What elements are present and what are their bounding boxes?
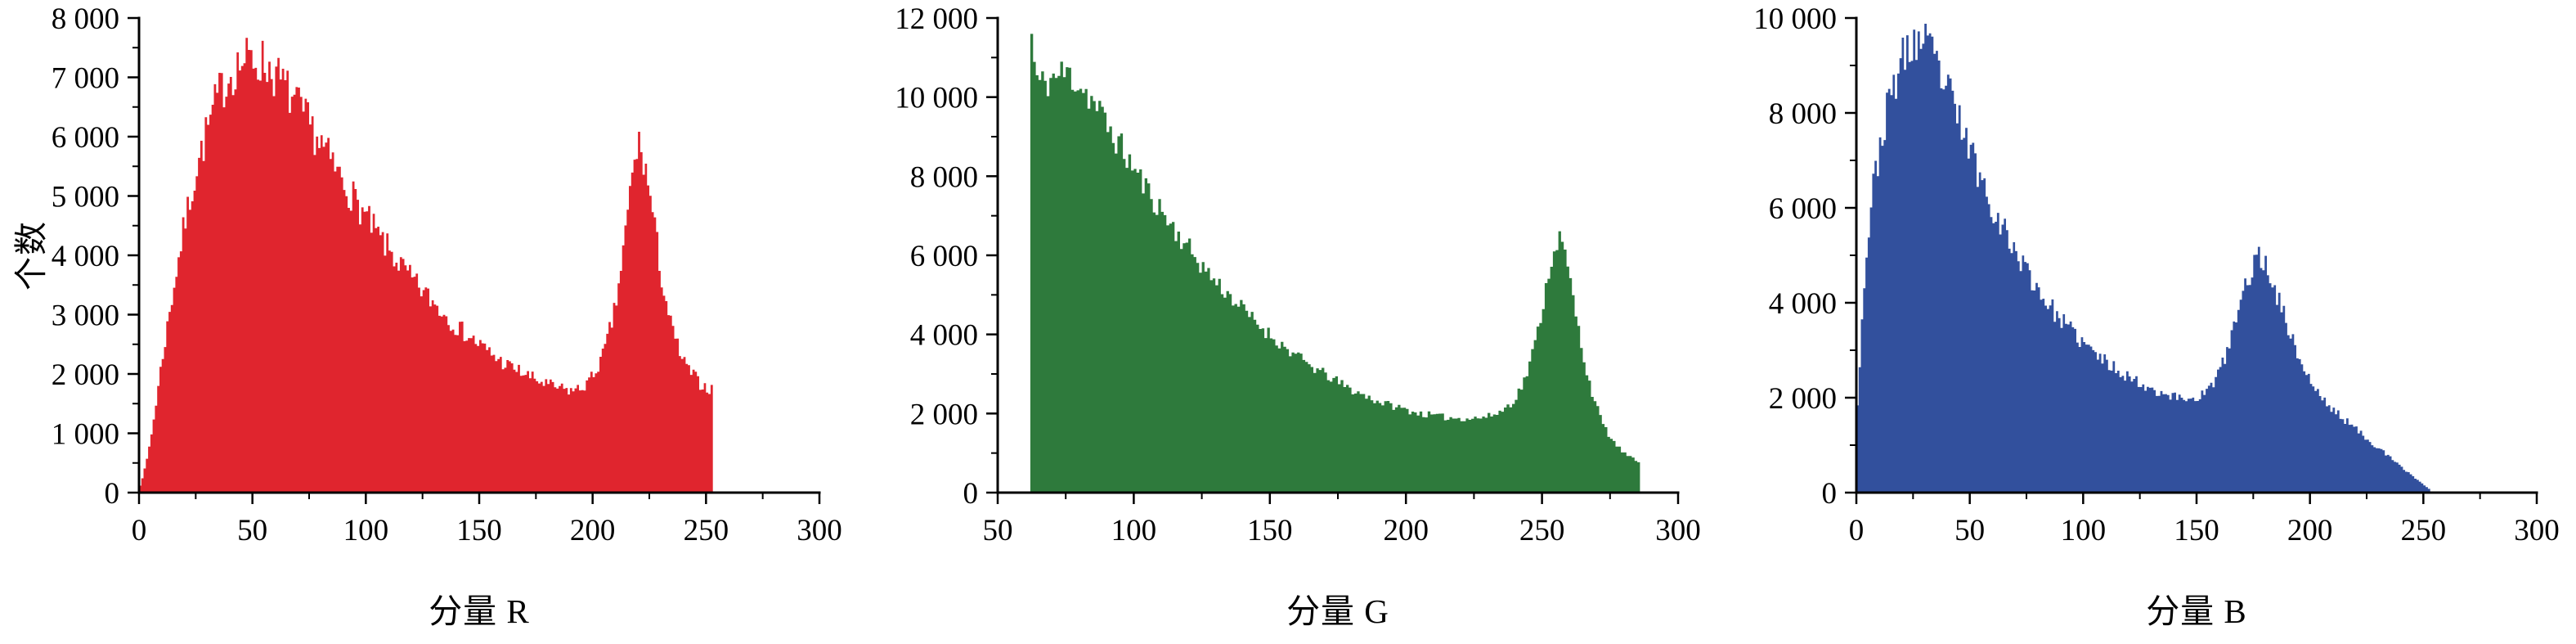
- x-axis-title-green: 分量 G: [1286, 592, 1389, 630]
- x-tick-label: 300: [1655, 514, 1701, 547]
- y-tick-label: 4 000: [910, 319, 978, 353]
- y-tick-label: 5 000: [52, 181, 119, 214]
- x-tick-label: 100: [1111, 514, 1157, 547]
- histogram-plot-red: 0 50 100 150 200 250 300 0 1 000 2 000 3 000 4 000 5…: [0, 0, 859, 644]
- y-tick-label: 1 000: [52, 418, 119, 452]
- y-tick-label: 6 000: [1769, 192, 1837, 226]
- x-tick-label: 50: [237, 514, 267, 547]
- x-tick-label: 300: [797, 514, 842, 547]
- y-tick-label: 4 000: [1769, 287, 1837, 321]
- histogram-plot-blue: 0 50 100 150 200 250 300 0 2 000 4 000 6 000 8 000 1…: [1717, 0, 2576, 644]
- histogram-panel-red: 0 50 100 150 200 250 300 0 1 000 2 000 3 000 4 000 5…: [0, 0, 859, 644]
- y-tick-label: 6 000: [910, 240, 978, 273]
- x-tick-label: 250: [684, 514, 729, 547]
- y-tick-label: 12 000: [895, 2, 978, 36]
- y-tick-label: 0: [963, 477, 979, 511]
- y-tick-label: 4 000: [52, 240, 119, 273]
- y-tick-label: 2 000: [52, 358, 119, 392]
- x-tick-label: 300: [2514, 514, 2560, 547]
- y-axis-title-text: 个数: [12, 220, 50, 290]
- x-tick-label: 200: [1383, 514, 1429, 547]
- x-tick-label: 200: [570, 514, 616, 547]
- y-tick-label: 7 000: [52, 62, 119, 96]
- y-tick-label: 8 000: [1769, 97, 1837, 131]
- histogram-panel-green: 50 100 150 200 250 300 0 2 000 4 000 6 000 8 000 10…: [859, 0, 1717, 644]
- x-axis-title-blue: 分量 B: [2146, 592, 2247, 630]
- y-tick-label: 10 000: [895, 82, 978, 115]
- x-tick-label: 250: [2401, 514, 2447, 547]
- x-tick-label: 100: [2061, 514, 2107, 547]
- y-tick-label: 8 000: [910, 160, 978, 194]
- histogram-panel-blue: 0 50 100 150 200 250 300 0 2 000 4 000 6 000 8 000 1…: [1717, 0, 2576, 644]
- y-tick-label: 10 000: [1753, 2, 1837, 36]
- y-tick-label: 6 000: [52, 121, 119, 155]
- x-tick-label: 200: [2287, 514, 2333, 547]
- x-tick-label: 0: [1849, 514, 1865, 547]
- y-tick-label: 8 000: [52, 2, 119, 36]
- x-tick-label: 150: [456, 514, 502, 547]
- y-tick-label: 2 000: [1769, 382, 1837, 416]
- y-axis-title-red: 个数: [7, 18, 50, 493]
- x-tick-label: 150: [1247, 514, 1293, 547]
- x-tick-label: 50: [983, 514, 1013, 547]
- y-tick-label: 2 000: [910, 398, 978, 431]
- x-tick-label: 150: [2174, 514, 2219, 547]
- x-tick-label: 0: [132, 514, 147, 547]
- x-tick-label: 250: [1519, 514, 1565, 547]
- y-tick-label: 0: [1822, 477, 1838, 511]
- y-tick-label: 3 000: [52, 299, 119, 333]
- histogram-plot-green: 50 100 150 200 250 300 0 2 000 4 000 6 000 8 000 10…: [859, 0, 1717, 644]
- x-axis-title-red: 分量 R: [429, 592, 530, 630]
- x-tick-label: 100: [343, 514, 389, 547]
- x-tick-label: 50: [1954, 514, 1985, 547]
- y-tick-label: 0: [105, 477, 120, 511]
